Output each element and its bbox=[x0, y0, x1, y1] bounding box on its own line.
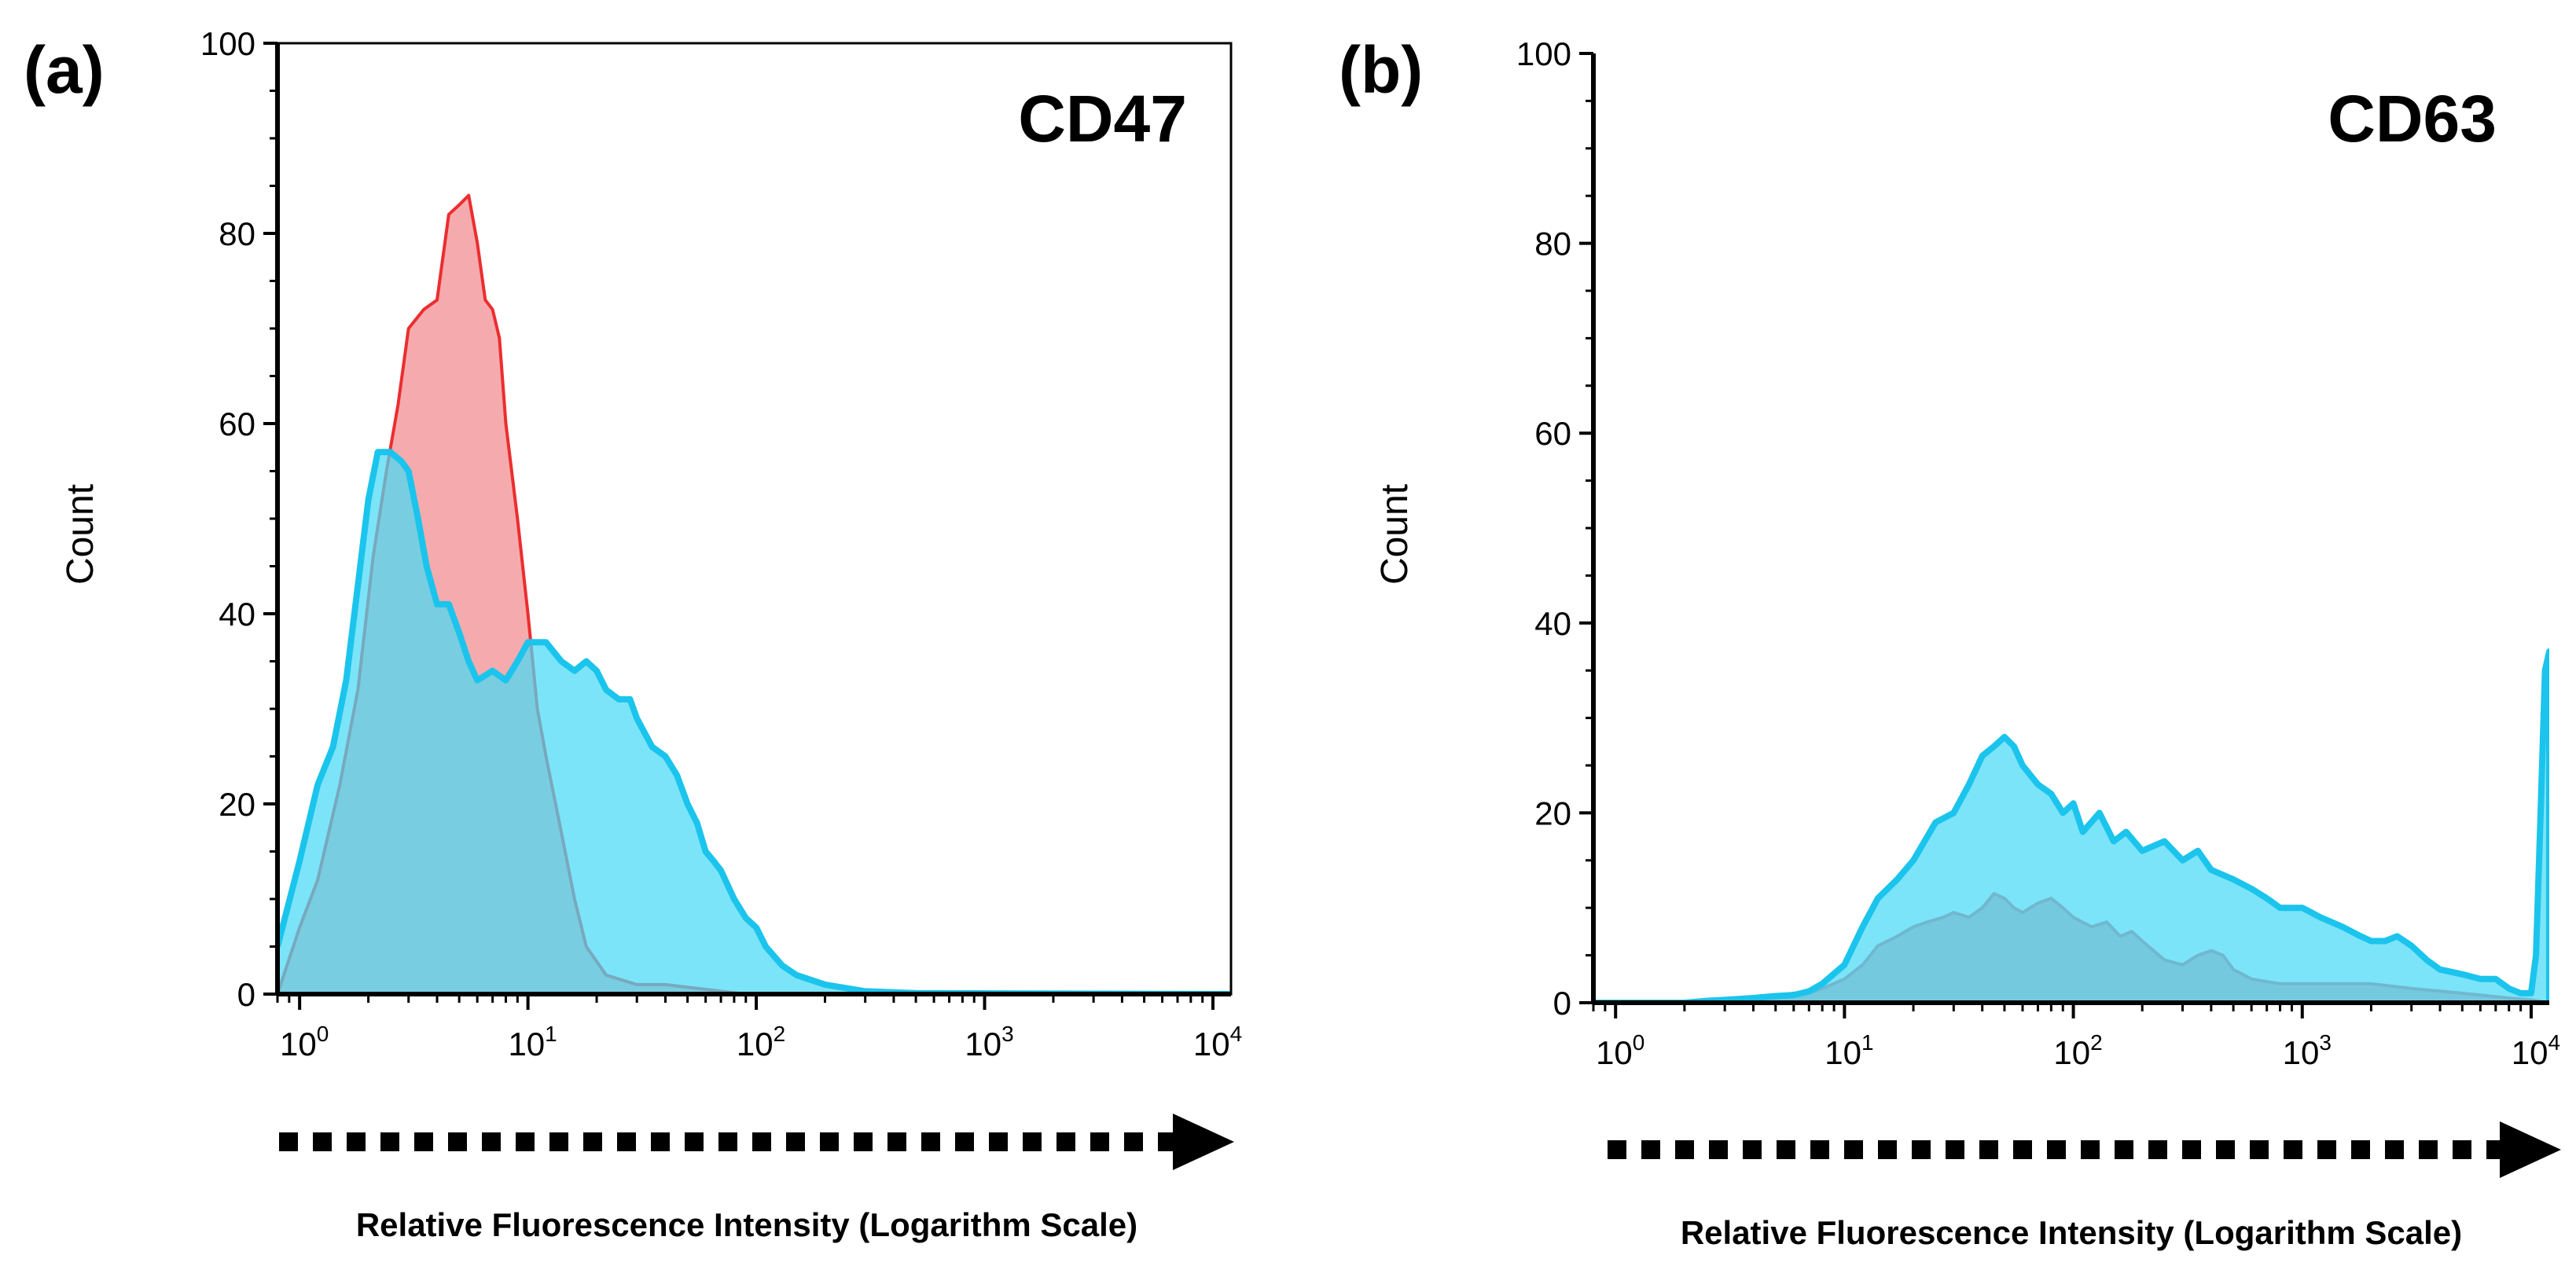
chart-panel-a: (a) 0 20 40 60 80 100 100 101 102 103 104 CD47 Co… bbox=[24, 25, 1242, 1243]
plot-area-a bbox=[275, 42, 1233, 996]
x-tick-label: 103 bbox=[965, 1022, 1013, 1062]
x-tick-label: 102 bbox=[2053, 1030, 2102, 1071]
y-ticks-a: 0 20 40 60 80 100 bbox=[200, 25, 277, 1013]
y-axis-label-b: Count bbox=[1374, 484, 1416, 585]
series-cyan-line bbox=[1593, 648, 2549, 1003]
y-tick-label: 40 bbox=[1534, 605, 1571, 642]
y-tick-label: 80 bbox=[219, 215, 255, 252]
series-group-a bbox=[277, 193, 1231, 994]
y-tick-label: 60 bbox=[1534, 415, 1571, 452]
x-ticks-a: 100 101 102 103 104 bbox=[276, 994, 1242, 1062]
x-tick-label: 100 bbox=[1596, 1030, 1644, 1071]
series-cyan-line bbox=[277, 449, 1231, 994]
x-ticks-b: 100 101 102 103 104 bbox=[1592, 1003, 2560, 1071]
y-axis-label-a: Count bbox=[60, 484, 101, 585]
x-axis-label-a: Relative Fluorescence Intensity (Logarit… bbox=[356, 1206, 1137, 1243]
chart-panel-b: (b) 0 20 40 60 80 100 100 101 102 103 104 CD63 Co… bbox=[1339, 33, 2561, 1251]
y-tick-label: 100 bbox=[200, 25, 255, 62]
y-tick-label: 40 bbox=[219, 596, 255, 633]
dashed-arrow-b bbox=[1608, 1121, 2561, 1178]
marker-label-cd47: CD47 bbox=[1018, 82, 1187, 156]
series-group-b bbox=[1593, 648, 2549, 1003]
y-tick-label: 0 bbox=[1553, 985, 1571, 1022]
x-axis-label-b: Relative Fluorescence Intensity (Logarit… bbox=[1681, 1214, 2462, 1251]
series-cyan-area bbox=[277, 452, 1231, 994]
y-tick-label: 80 bbox=[1534, 226, 1571, 262]
x-tick-label: 100 bbox=[280, 1022, 329, 1062]
y-tick-label: 60 bbox=[219, 405, 255, 442]
y-tick-label: 100 bbox=[1516, 35, 1571, 72]
x-tick-label: 101 bbox=[508, 1022, 557, 1062]
panel-label-b: (b) bbox=[1339, 33, 1423, 107]
y-ticks-b: 0 20 40 60 80 100 bbox=[1516, 35, 1593, 1022]
x-tick-label: 101 bbox=[1825, 1030, 1873, 1071]
series-cyan-area bbox=[1593, 651, 2549, 1003]
marker-label-cd63: CD63 bbox=[2328, 82, 2497, 156]
x-tick-label: 102 bbox=[737, 1022, 785, 1062]
y-tick-label: 20 bbox=[1534, 794, 1571, 831]
arrow-head-icon bbox=[1173, 1114, 1234, 1170]
y-tick-label: 20 bbox=[219, 786, 255, 823]
x-tick-label: 104 bbox=[1193, 1022, 1242, 1062]
x-tick-label: 103 bbox=[2283, 1030, 2332, 1071]
x-tick-label: 104 bbox=[2512, 1030, 2560, 1071]
panel-label-a: (a) bbox=[24, 33, 105, 107]
y-tick-label: 0 bbox=[237, 976, 255, 1013]
plot-area-b bbox=[1591, 53, 2549, 1005]
dashed-arrow-a bbox=[279, 1114, 1234, 1170]
arrow-head-icon bbox=[2500, 1121, 2561, 1178]
